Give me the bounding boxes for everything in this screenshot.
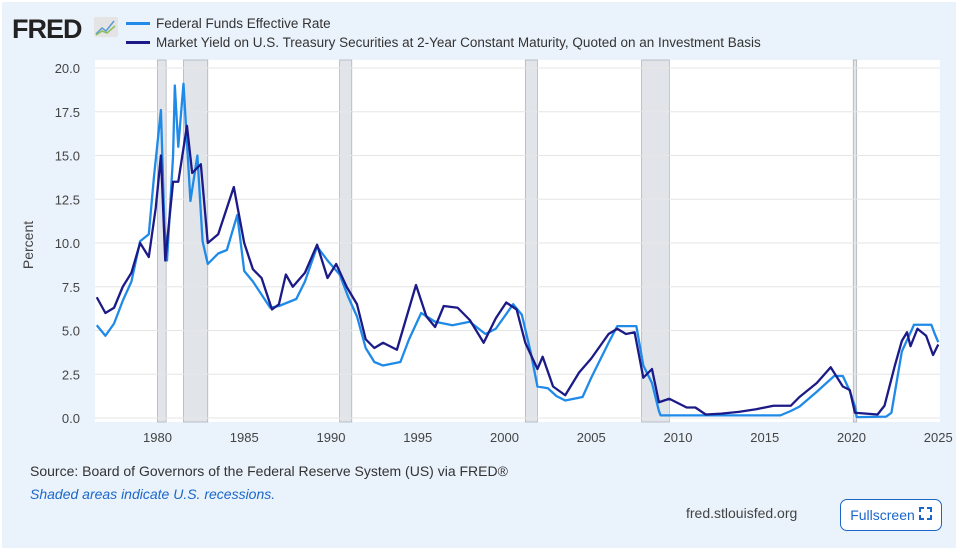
plot-area bbox=[95, 60, 940, 422]
y-tick-label: 15.0 bbox=[55, 149, 80, 164]
x-tick-label: 2025 bbox=[924, 430, 953, 445]
recession-note: Shaded areas indicate U.S. recessions. bbox=[30, 486, 276, 502]
y-axis-label: Percent bbox=[20, 221, 36, 269]
x-tick-label: 2020 bbox=[837, 430, 866, 445]
y-tick-label: 5.0 bbox=[62, 324, 80, 339]
y-tick-label: 20.0 bbox=[55, 61, 80, 76]
x-tick-label: 2010 bbox=[664, 430, 693, 445]
x-tick-label: 2005 bbox=[577, 430, 606, 445]
y-tick-label: 12.5 bbox=[55, 192, 80, 207]
source-text: Source: Board of Governors of the Federa… bbox=[30, 463, 508, 479]
recession-band bbox=[524, 59, 538, 423]
fullscreen-label: Fullscreen bbox=[850, 507, 915, 523]
x-tick-label: 1990 bbox=[317, 430, 346, 445]
y-tick-label: 7.5 bbox=[62, 280, 80, 295]
legend-swatch bbox=[126, 41, 150, 44]
fullscreen-icon bbox=[918, 507, 932, 523]
x-tick-label: 1985 bbox=[230, 430, 259, 445]
y-tick-label: 10.0 bbox=[55, 236, 80, 251]
legend-label: Federal Funds Effective Rate bbox=[156, 16, 331, 31]
chart-logo-icon bbox=[94, 17, 118, 37]
y-tick-label: 17.5 bbox=[55, 105, 80, 120]
x-tick-label: 2015 bbox=[750, 430, 779, 445]
site-link[interactable]: fred.stlouisfed.org bbox=[686, 505, 798, 521]
y-tick-label: 0.0 bbox=[62, 411, 80, 426]
fred-logo[interactable]: FRED bbox=[12, 14, 82, 44]
recession-band bbox=[183, 59, 209, 423]
y-tick-label: 2.5 bbox=[62, 367, 80, 382]
recession-band bbox=[339, 59, 353, 423]
legend-item-fedfunds[interactable]: Federal Funds Effective Rate bbox=[126, 16, 331, 31]
x-tick-label: 2000 bbox=[490, 430, 519, 445]
recession-band bbox=[852, 59, 858, 423]
legend-label: Market Yield on U.S. Treasury Securities… bbox=[156, 35, 761, 50]
series-line-fedfunds bbox=[95, 82, 940, 419]
fullscreen-button[interactable]: Fullscreen bbox=[840, 499, 942, 531]
x-tick-label: 1980 bbox=[143, 430, 172, 445]
recession-band bbox=[641, 59, 670, 423]
series-line-dgs2 bbox=[95, 124, 940, 416]
legend-item-dgs2[interactable]: Market Yield on U.S. Treasury Securities… bbox=[126, 35, 761, 50]
line-chart: 0.0 2.5 5.0 7.5 10.0 12.5 15.0 17.5 20.0 1980 1985… bbox=[20, 59, 953, 445]
x-tick-label: 1995 bbox=[403, 430, 432, 445]
legend-swatch bbox=[126, 22, 150, 25]
